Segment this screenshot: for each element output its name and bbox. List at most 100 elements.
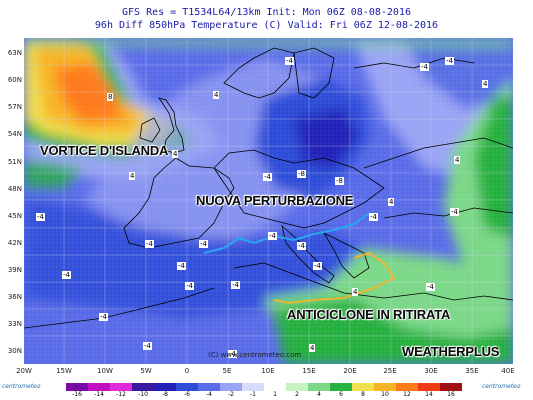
lon-label: 10W	[97, 367, 113, 375]
legend-swatch	[220, 383, 242, 391]
lat-label: 42N	[7, 239, 22, 247]
isotherm-label: 4	[454, 156, 461, 164]
legend-swatch	[242, 383, 264, 391]
map-header: GFS Res = T1534L64/13km Init: Mon 06Z 08…	[0, 0, 533, 36]
isotherm-label: -4	[313, 262, 322, 270]
isotherm-label: 4	[172, 150, 179, 158]
isotherm-label: -4	[297, 242, 306, 250]
legend-swatch	[352, 383, 374, 391]
legend-value: 2	[295, 391, 299, 398]
legend-swatch	[396, 383, 418, 391]
lon-label: 10E	[261, 367, 275, 375]
lat-label: 63N	[7, 49, 22, 57]
legend-value: 1	[273, 391, 277, 398]
vortex-overlay-label: VORTICE D'ISLANDA	[40, 143, 169, 158]
isotherm-label: -4	[263, 173, 272, 181]
isotherm-label: 8	[107, 93, 114, 101]
isotherm-label: -4	[185, 282, 194, 290]
lon-label: 5W	[140, 367, 152, 375]
legend-swatch	[308, 383, 330, 391]
legend-swatch	[440, 383, 462, 391]
isotherm-label: -4	[231, 281, 240, 289]
lon-label: 5E	[222, 367, 232, 375]
lon-label: 15W	[56, 367, 72, 375]
legend-swatch	[154, 383, 176, 391]
lon-label: 15E	[302, 367, 316, 375]
legend-swatch	[176, 383, 198, 391]
isotherm-label: 4	[129, 172, 136, 180]
legend-value: -10	[138, 391, 148, 398]
isotherm-label: -4	[268, 232, 277, 240]
legend-value: 4	[317, 391, 321, 398]
lat-label: 48N	[7, 185, 22, 193]
legend-value: -8	[162, 391, 168, 398]
legend-value: -16	[72, 391, 82, 398]
lat-label: 54N	[7, 130, 22, 138]
legend-value: -4	[206, 391, 212, 398]
header-title-line: GFS Res = T1534L64/13km Init: Mon 06Z 08…	[122, 7, 411, 18]
isotherm-label: -4	[426, 283, 435, 291]
isotherm-label: -8	[297, 170, 306, 178]
lon-label: 0	[184, 367, 190, 375]
isotherm-label: -8	[335, 177, 344, 185]
lon-label: 20W	[16, 367, 32, 375]
isotherm-label: -4	[177, 262, 186, 270]
isotherm-label: 4	[388, 198, 395, 206]
lat-label: 33N	[7, 320, 22, 328]
lon-label: 25E	[383, 367, 397, 375]
legend-swatch	[374, 383, 396, 391]
isotherm-label: 4	[352, 288, 359, 296]
legend-swatch	[132, 383, 154, 391]
legend-value: 16	[447, 391, 455, 398]
legend-value: 14	[425, 391, 433, 398]
isotherm-label: -4	[369, 213, 378, 221]
lat-label: 60N	[7, 76, 22, 84]
isotherm-label: -4	[143, 342, 152, 350]
legend-swatch	[88, 383, 110, 391]
header-subtitle-line: 96h Diff 850hPa Temperature (C) Valid: F…	[94, 20, 439, 31]
legend-value: 8	[361, 391, 365, 398]
legend-swatch	[286, 383, 308, 391]
color-legend: -16 -14 -12 -10 -8 -6 -4 -2 -1 1 2 4 6 8 10 12 14 16	[0, 378, 533, 400]
legend-value: 6	[339, 391, 343, 398]
isotherm-label: -4	[199, 240, 208, 248]
lon-label: 20E	[343, 367, 357, 375]
lat-label: 36N	[7, 293, 22, 301]
anticyclone-overlay-label: ANTICICLONE IN RITIRATA	[287, 307, 451, 322]
isotherm-label: -4	[145, 240, 154, 248]
isotherm-label: 4	[482, 80, 489, 88]
lon-label: 30E	[424, 367, 438, 375]
temperature-map	[24, 38, 513, 364]
legend-value: -1	[250, 391, 256, 398]
isotherm-label: -4	[420, 63, 429, 71]
weatherplus-overlay-label: WEATHERPLUS	[402, 344, 500, 359]
legend-swatch	[330, 383, 352, 391]
isotherm-label: 4	[213, 91, 220, 99]
legend-swatch	[264, 383, 286, 391]
lat-label: 51N	[7, 158, 22, 166]
legend-swatch	[418, 383, 440, 391]
isotherm-label: -4	[99, 313, 108, 321]
legend-value: -2	[228, 391, 234, 398]
legend-value: 12	[403, 391, 411, 398]
lat-label: 39N	[7, 266, 22, 274]
legend-swatch	[198, 383, 220, 391]
logo-right: centrometeo	[482, 383, 521, 390]
copyright-text: (C) www.centrometeo.com	[208, 351, 302, 359]
isotherm-label: -4	[285, 57, 294, 65]
isotherm-label: -4	[36, 213, 45, 221]
isotherm-label: 4	[309, 344, 316, 352]
lon-label: 40E	[501, 367, 515, 375]
lat-label: 45N	[7, 212, 22, 220]
legend-value: -6	[184, 391, 190, 398]
lat-label: 57N	[7, 103, 22, 111]
isotherm-label: -4	[445, 57, 454, 65]
legend-swatch	[66, 383, 88, 391]
legend-value: -14	[94, 391, 104, 398]
lat-label: 30N	[7, 347, 22, 355]
legend-value: -12	[116, 391, 126, 398]
lon-label: 35E	[465, 367, 479, 375]
legend-value: 10	[381, 391, 389, 398]
perturbation-overlay-label: NUOVA PERTURBAZIONE	[196, 193, 354, 208]
logo-left: centrometeo	[2, 383, 41, 390]
